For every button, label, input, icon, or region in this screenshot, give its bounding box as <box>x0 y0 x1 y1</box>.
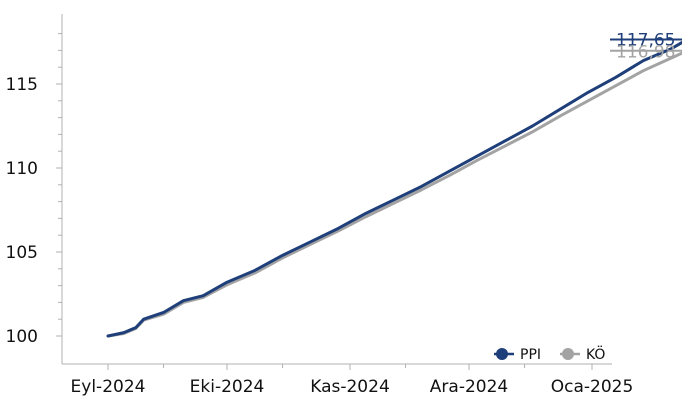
end-value-label: 116,98 <box>616 43 675 63</box>
x-tick-label: Kas-2024 <box>310 377 390 397</box>
legend-item-ppi: PPI <box>494 347 541 363</box>
series-line-ppi <box>106 40 682 338</box>
y-tick-label: 115 <box>6 75 38 95</box>
x-tick-label: Ara-2024 <box>430 377 508 397</box>
x-tick-label: Oca-2025 <box>551 377 634 397</box>
series-layer <box>106 38 682 338</box>
y-tick-label: 100 <box>6 327 38 347</box>
axes-layer: 100 105 110 115 Eyl-2024 Eki-2024 Kas-2024 Ara-… <box>6 14 634 397</box>
x-tick-label: Eyl-2024 <box>71 377 146 397</box>
legend-swatch-marker <box>496 348 508 360</box>
legend-label: KÖ <box>586 345 605 363</box>
y-tick-label: 110 <box>6 159 38 179</box>
legend: PPI KÖ <box>494 345 605 363</box>
legend-item-ko: KÖ <box>560 345 605 363</box>
x-tick-label: Eki-2024 <box>190 377 265 397</box>
end-value-label: 117,65 <box>616 30 675 50</box>
y-tick-label: 105 <box>6 243 38 263</box>
legend-swatch-marker <box>562 348 574 360</box>
legend-label: PPI <box>520 347 541 363</box>
series-line-ko <box>106 51 682 338</box>
